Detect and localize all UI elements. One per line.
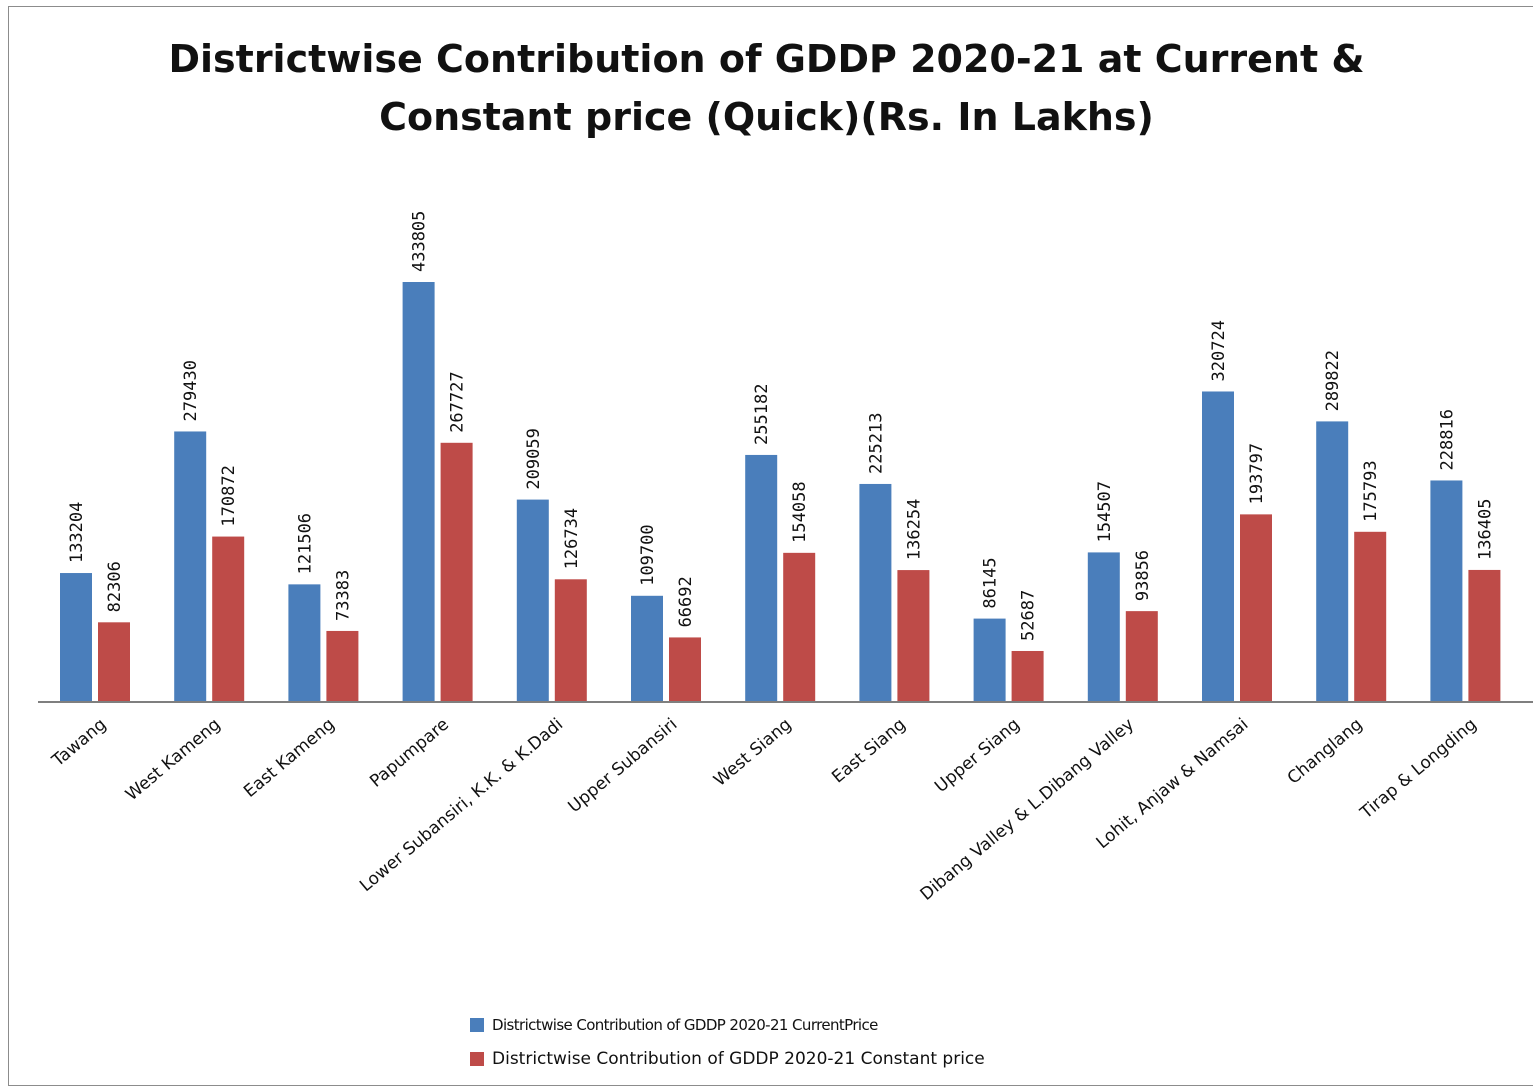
bar-constant-9 [1125, 611, 1158, 702]
bar-constant-7 [897, 570, 930, 702]
bar-current-6 [745, 454, 778, 702]
chart-title-line-1: Districtwise Contribution of GDDP 2020-2… [168, 37, 1365, 81]
data-label-current-11: 289822 [1323, 350, 1343, 411]
category-label-12: Tirap & Longding [1356, 715, 1481, 824]
bar-constant-4 [554, 579, 587, 702]
category-label-0: Tawang [48, 715, 111, 772]
data-label-constant-0: 82306 [105, 561, 125, 612]
chart-title: Districtwise Contribution of GDDP 2020-2… [0, 30, 1533, 146]
data-label-constant-8: 52687 [1019, 590, 1039, 641]
bar-current-0 [60, 573, 92, 702]
legend-item-current: Districtwise Contribution of GDDP 2020-2… [470, 1008, 985, 1042]
category-label-1: West Kameng [122, 715, 225, 806]
data-label-current-12: 228816 [1437, 409, 1457, 470]
category-label-5: Upper Subansiri [564, 715, 681, 818]
bar-current-5 [631, 595, 663, 702]
bar-constant-10 [1240, 514, 1272, 702]
category-label-8: Upper Siang [931, 715, 1024, 797]
data-label-current-4: 209059 [524, 428, 544, 489]
category-label-3: Papumpare [366, 715, 453, 792]
bar-constant-8 [1011, 650, 1044, 702]
data-label-constant-12: 136405 [1475, 499, 1495, 560]
bar-current-4 [516, 499, 549, 702]
bar-constant-2 [326, 630, 359, 702]
bar-constant-5 [669, 637, 701, 702]
bar-current-9 [1087, 552, 1120, 702]
data-label-current-10: 320724 [1209, 320, 1229, 381]
data-label-constant-2: 73383 [333, 570, 353, 621]
data-label-current-6: 255182 [752, 384, 772, 445]
legend-label-constant: Districtwise Contribution of GDDP 2020-2… [492, 1049, 985, 1069]
data-label-constant-6: 154058 [790, 481, 810, 542]
bar-current-2 [288, 584, 321, 702]
data-label-current-2: 121506 [295, 513, 315, 574]
category-label-6: West Siang [710, 715, 795, 791]
data-label-constant-3: 267727 [448, 371, 468, 432]
legend-item-constant: Districtwise Contribution of GDDP 2020-2… [470, 1042, 985, 1076]
bar-constant-12 [1468, 569, 1501, 702]
data-label-constant-11: 175793 [1361, 460, 1381, 521]
legend-label-current: Districtwise Contribution of GDDP 2020-2… [492, 1016, 878, 1034]
bar-current-11 [1316, 421, 1349, 702]
chart-title-line-2: Constant price (Quick)(Rs. In Lakhs) [379, 95, 1154, 139]
bar-current-7 [859, 483, 892, 702]
bar-current-8 [973, 618, 1006, 702]
category-label-2: East Kameng [240, 715, 339, 802]
category-label-11: Changlang [1284, 715, 1367, 789]
category-label-4: Lower Subansiri, K.K. & K.Dadi [356, 715, 567, 897]
bar-constant-6 [783, 552, 816, 702]
data-label-constant-9: 93856 [1133, 550, 1153, 601]
data-label-current-7: 225213 [866, 413, 886, 474]
category-label-7: East Siang [828, 715, 909, 788]
data-label-constant-7: 136254 [904, 499, 924, 560]
bar-current-3 [402, 282, 435, 702]
bar-constant-0 [98, 622, 130, 702]
data-label-current-8: 86145 [981, 557, 1001, 608]
data-label-constant-10: 193797 [1247, 443, 1267, 504]
bar-constant-1 [212, 536, 245, 702]
data-label-current-5: 109700 [638, 524, 658, 585]
bar-constant-3 [440, 442, 473, 702]
data-label-constant-4: 126734 [562, 508, 582, 569]
data-label-current-3: 433805 [410, 211, 430, 272]
bar-current-10 [1202, 391, 1234, 702]
data-label-current-1: 279430 [181, 360, 201, 421]
data-label-constant-5: 66692 [676, 576, 696, 627]
bar-constant-11 [1354, 531, 1387, 702]
category-label-9: Dibang Valley & L.Dibang Valley [917, 715, 1138, 905]
data-label-current-0: 133204 [67, 502, 87, 563]
legend-swatch-constant [470, 1052, 484, 1066]
bar-current-1 [174, 431, 207, 702]
data-label-constant-1: 170872 [219, 465, 239, 526]
bar-current-12 [1430, 480, 1463, 702]
legend: Districtwise Contribution of GDDP 2020-2… [470, 1008, 985, 1076]
data-label-current-9: 154507 [1095, 481, 1115, 542]
legend-swatch-current [470, 1018, 484, 1032]
